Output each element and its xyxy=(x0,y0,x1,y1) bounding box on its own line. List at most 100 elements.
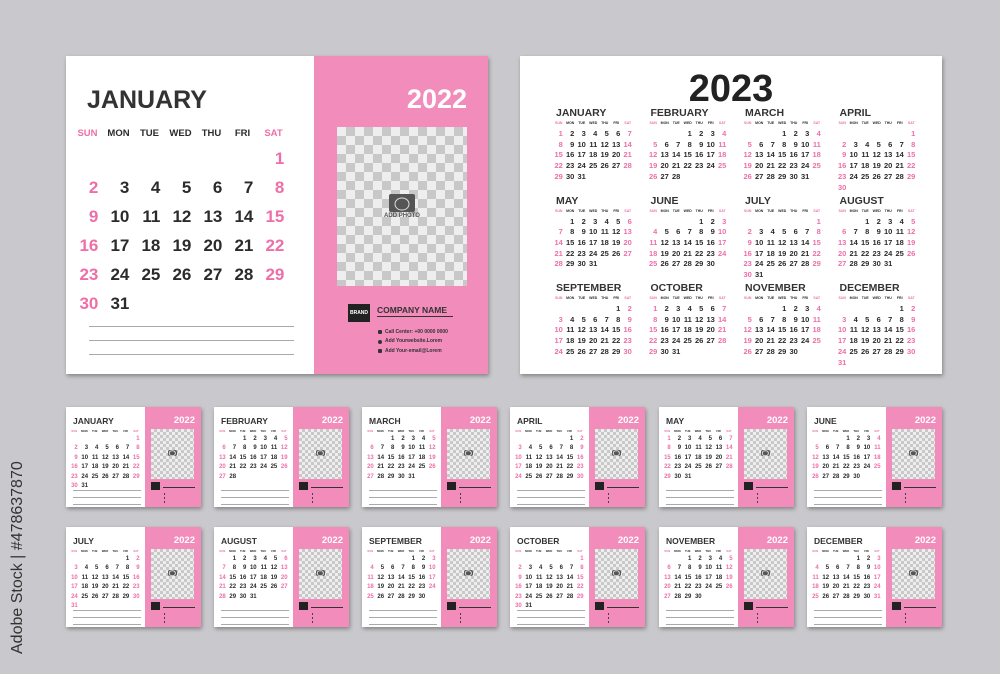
brand-logo xyxy=(151,482,161,490)
day-header-tue: TUE xyxy=(832,549,839,553)
day-cell: 8 xyxy=(136,445,140,452)
day-cell: 23 xyxy=(706,248,715,258)
day-cell: 11 xyxy=(895,227,904,237)
day-cell: 26 xyxy=(600,161,609,171)
day-cell: 12 xyxy=(694,314,704,324)
day-cell: 27 xyxy=(660,171,669,181)
brand-logo: BRAND xyxy=(348,304,370,322)
contact-line: Add Yourwebsite.Lorem xyxy=(385,338,443,344)
day-cell: 9 xyxy=(677,445,682,452)
day-cell: 12 xyxy=(660,237,669,247)
day-cell: 29 xyxy=(265,265,285,284)
day-cell: 24 xyxy=(525,593,533,600)
day-cell: 29 xyxy=(694,259,704,269)
day-cell: 3 xyxy=(253,556,257,562)
day-header-sat: SAT xyxy=(133,549,139,553)
day-cell: 5 xyxy=(616,216,621,226)
day-cell: 28 xyxy=(674,593,682,600)
day-header-wed: WED xyxy=(694,429,702,433)
day-cell: 5 xyxy=(825,565,830,572)
day-cell: 1 xyxy=(243,436,247,442)
day-cell: 21 xyxy=(219,584,226,591)
day-cell: 2 xyxy=(580,436,584,442)
day-cell: 24 xyxy=(81,473,89,480)
day-cell: 28 xyxy=(554,259,563,269)
day-cell: 10 xyxy=(515,454,522,461)
day-header-fri: FRI xyxy=(716,429,721,433)
day-cell: 28 xyxy=(766,346,775,356)
day-cell: 31 xyxy=(408,473,415,480)
day-header-fri: FRI xyxy=(419,429,424,433)
day-cell: 23 xyxy=(694,161,704,171)
day-cell: 27 xyxy=(588,346,598,356)
month-name: JANUARY xyxy=(556,107,607,119)
day-header-sun: SUN xyxy=(71,429,78,433)
day-cell: 1 xyxy=(782,304,787,313)
day-cell: 29 xyxy=(895,346,904,356)
day-cell: 17 xyxy=(428,574,436,581)
day-cell: 18 xyxy=(535,584,543,591)
day-cell: 31 xyxy=(684,473,692,480)
day-cell: 1 xyxy=(865,216,870,226)
day-header-thu: THU xyxy=(112,429,119,433)
day-header-sat: SAT xyxy=(624,121,632,125)
day-cell: 14 xyxy=(842,574,850,581)
day-cell: 7 xyxy=(559,445,563,452)
day-cell: 14 xyxy=(674,574,682,581)
day-cell: 25 xyxy=(683,336,692,346)
day-cell: 20 xyxy=(623,237,632,247)
day-cell: 19 xyxy=(812,464,819,471)
camera-icon xyxy=(464,450,473,457)
day-cell: 16 xyxy=(906,325,916,335)
day-header-tue: TUE xyxy=(239,429,246,433)
day-cell: 17 xyxy=(705,574,712,581)
day-cell: 21 xyxy=(674,584,682,591)
day-cell: 26 xyxy=(705,464,712,471)
day-cell: 3 xyxy=(84,445,89,452)
day-header-tue: TUE xyxy=(140,128,159,139)
year-label: 2022 xyxy=(469,415,491,426)
year-label: 2022 xyxy=(766,415,788,426)
day-cell: 8 xyxy=(569,445,574,452)
mail-icon xyxy=(607,500,610,503)
month-name: FEBRUARY xyxy=(650,107,709,119)
day-cell: 17 xyxy=(706,150,715,160)
day-cell: 13 xyxy=(883,150,893,160)
day-cell: 10 xyxy=(837,325,847,335)
day-cell: 14 xyxy=(556,454,563,461)
day-cell: 11 xyxy=(600,227,609,237)
day-cell: 11 xyxy=(81,574,89,581)
brand-logo xyxy=(744,482,754,490)
day-cell: 24 xyxy=(849,171,858,181)
day-cell: 6 xyxy=(759,314,764,324)
mail-icon xyxy=(378,349,382,353)
day-cell: 4 xyxy=(528,445,533,452)
day-cell: 23 xyxy=(71,473,78,480)
day-cell: 16 xyxy=(789,150,798,160)
day-cell: 18 xyxy=(270,454,278,461)
day-cell: 4 xyxy=(653,227,658,237)
day-cell: 1 xyxy=(580,556,584,562)
day-header-mon: MON xyxy=(81,429,88,433)
day-cell: 23 xyxy=(397,464,405,471)
day-header-thu: THU xyxy=(884,296,892,300)
notes-line xyxy=(517,610,585,611)
year-label: 2022 xyxy=(617,535,639,546)
day-cell: 21 xyxy=(883,336,893,346)
day-cell: 30 xyxy=(660,346,669,356)
day-cell: 7 xyxy=(569,565,574,572)
day-cell: 15 xyxy=(387,454,395,461)
day-cell: 21 xyxy=(766,336,775,346)
day-cell: 18 xyxy=(81,584,89,591)
day-cell: 19 xyxy=(648,161,658,171)
day-cell: 20 xyxy=(715,454,723,461)
day-cell: 5 xyxy=(380,565,385,572)
notes-line xyxy=(73,624,141,625)
day-cell: 13 xyxy=(203,207,223,226)
day-cell: 25 xyxy=(535,593,543,600)
day-cell: 9 xyxy=(747,237,752,247)
day-cell: 8 xyxy=(243,445,247,452)
day-cell: 12 xyxy=(101,454,109,461)
day-cell: 23 xyxy=(515,593,522,600)
day-header-fri: FRI xyxy=(896,296,903,300)
